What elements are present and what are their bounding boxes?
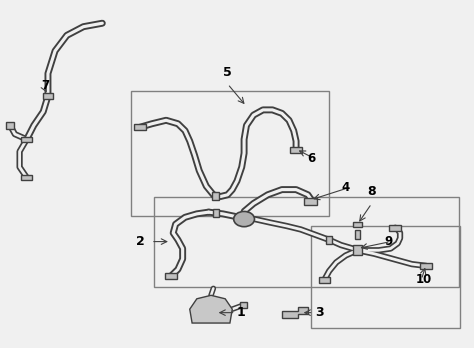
- Text: 7: 7: [42, 79, 50, 92]
- Text: 5: 5: [223, 66, 232, 79]
- Bar: [390, 224, 401, 231]
- Bar: [239, 302, 246, 308]
- Bar: [213, 209, 219, 217]
- Bar: [311, 226, 460, 328]
- Bar: [353, 245, 362, 255]
- Bar: [304, 198, 317, 205]
- Circle shape: [234, 212, 255, 227]
- Bar: [355, 230, 360, 239]
- Bar: [43, 93, 53, 99]
- Bar: [319, 277, 330, 283]
- Text: 8: 8: [367, 185, 376, 198]
- Bar: [212, 192, 219, 200]
- Bar: [134, 124, 146, 130]
- Bar: [21, 136, 32, 142]
- Bar: [290, 147, 302, 153]
- Text: 3: 3: [315, 306, 324, 319]
- Bar: [6, 122, 14, 129]
- Polygon shape: [190, 295, 232, 323]
- Bar: [155, 197, 459, 287]
- Text: 4: 4: [342, 181, 350, 195]
- Text: 1: 1: [237, 306, 246, 319]
- Bar: [21, 175, 32, 180]
- Text: 9: 9: [384, 235, 392, 248]
- Bar: [326, 236, 332, 244]
- Text: 2: 2: [136, 235, 145, 248]
- Polygon shape: [282, 307, 308, 318]
- Text: 6: 6: [308, 152, 316, 165]
- Bar: [165, 273, 177, 279]
- Bar: [420, 263, 432, 269]
- Bar: [353, 222, 362, 227]
- Text: 10: 10: [416, 273, 432, 286]
- Bar: [131, 91, 329, 216]
